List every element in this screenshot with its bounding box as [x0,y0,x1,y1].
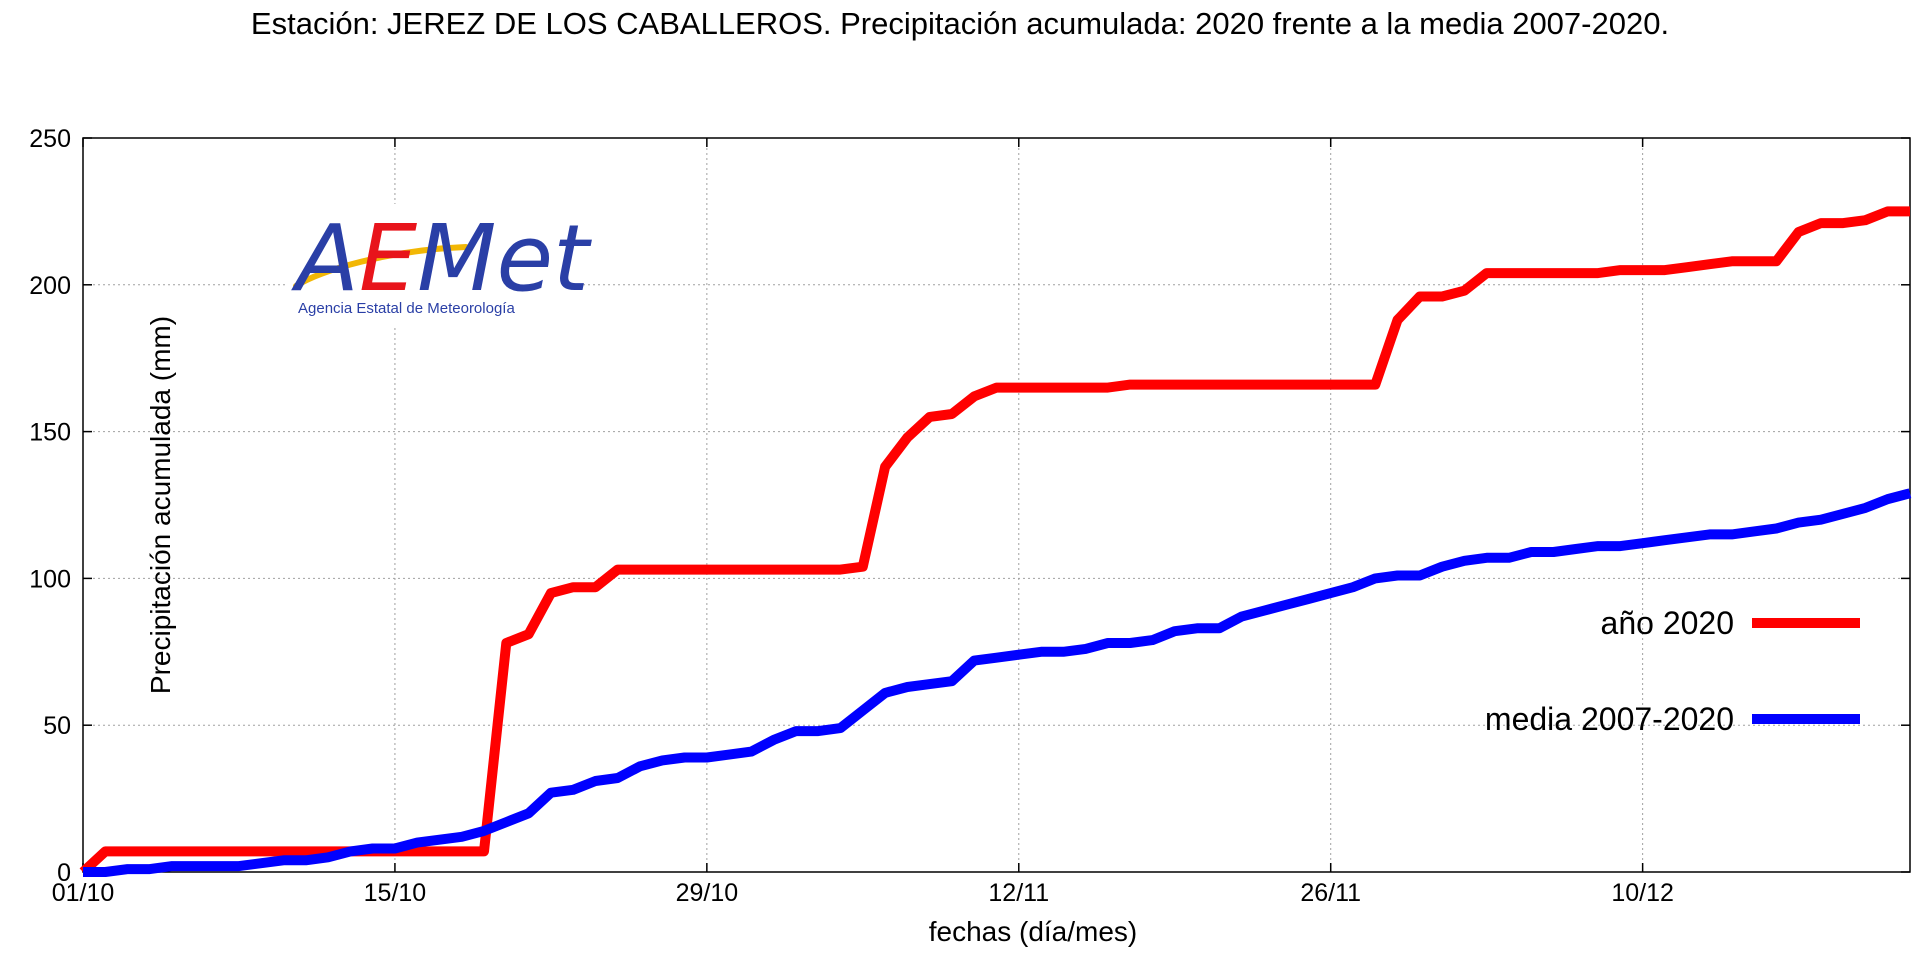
x-tick-label: 01/10 [52,879,115,907]
y-tick-label: 100 [29,565,71,593]
x-tick-label: 12/11 [988,879,1049,907]
logo-yellow-swoosh [293,244,469,289]
x-tick-label: 26/11 [1300,879,1361,907]
y-axis-ticks: 0 50 100 150 200 250 [29,125,1910,887]
x-axis-label: fechas (día/mes) [929,916,1138,947]
series-layer [79,206,1912,877]
logo-letter-a: A [291,205,359,312]
legend-label: año 2020 [1601,605,1734,641]
x-tick-label: 15/10 [364,879,427,907]
y-axis-label: Precipitación acumulada (mm) [145,316,176,694]
logo-subtitle: Agencia Estatal de Meteorología [298,300,515,317]
logo-letters-met: Met [417,205,592,312]
y-tick-label: 150 [29,419,71,447]
y-tick-label: 0 [57,859,71,887]
chart-title: Estación: JEREZ DE LOS CABALLEROS. Preci… [251,6,1669,41]
grid-layer [83,138,1910,872]
y-tick-label: 50 [43,712,71,740]
y-tick-label: 250 [29,125,71,153]
legend: año 2020 media 2007-2020 [1485,605,1860,737]
plot-frame [82,137,1911,873]
aemet-logo: AEMet Agencia Estatal de Meteorología [288,204,592,328]
legend-label: media 2007-2020 [1485,701,1734,737]
y-tick-label: 200 [29,272,71,300]
x-tick-label: 10/12 [1611,879,1674,907]
x-axis-ticks: 01/10 15/10 29/10 12/11 26/11 10/12 [52,138,1674,907]
x-tick-label: 29/10 [676,879,739,907]
series-line-media [83,488,1912,877]
logo-letter-e: E [359,205,417,312]
logo-main-text: AEMet [291,205,592,312]
